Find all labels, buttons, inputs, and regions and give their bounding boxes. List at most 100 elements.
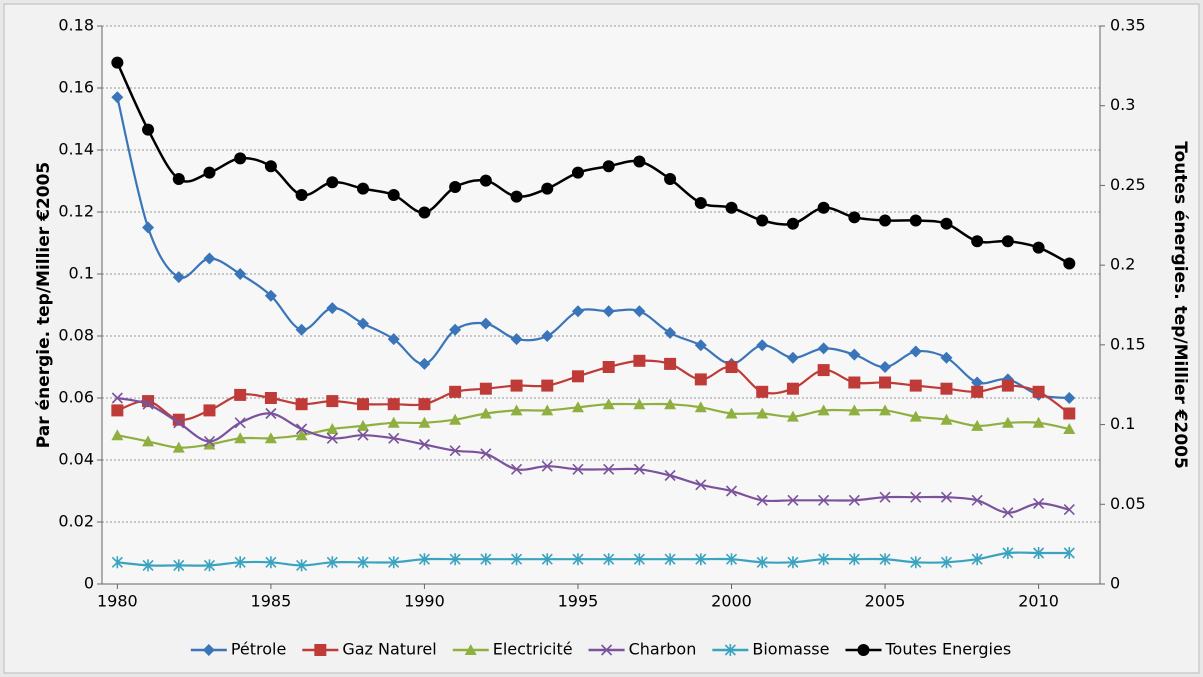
marker — [756, 339, 769, 352]
marker — [571, 370, 584, 383]
marker — [603, 553, 615, 566]
marker — [940, 382, 953, 395]
marker — [418, 438, 430, 451]
marker — [203, 252, 216, 265]
marker — [357, 429, 369, 441]
y-tick-label: 0.16 — [58, 78, 94, 97]
y2-tick-label: 0.05 — [1110, 494, 1146, 513]
marker — [909, 345, 922, 358]
marker — [910, 491, 922, 503]
marker — [357, 398, 370, 411]
marker — [388, 432, 400, 444]
marker — [786, 351, 799, 364]
marker — [203, 435, 216, 447]
marker — [664, 357, 677, 370]
marker — [142, 435, 155, 447]
marker — [449, 181, 462, 194]
marker — [314, 644, 327, 656]
marker — [786, 217, 799, 230]
marker — [541, 379, 554, 392]
y-axis-label: Par énergie. tep/Millier €2005 — [34, 162, 54, 448]
marker — [756, 494, 768, 506]
marker — [142, 559, 154, 572]
marker — [879, 376, 892, 389]
marker — [480, 448, 492, 460]
marker — [326, 395, 339, 408]
marker — [633, 463, 645, 475]
marker — [818, 553, 830, 566]
legend-item: Pétrole — [190, 640, 287, 659]
marker — [695, 479, 707, 491]
legend-item: Toutes Energies — [845, 640, 1011, 659]
marker — [602, 305, 615, 318]
marker — [971, 494, 983, 506]
marker — [480, 553, 492, 566]
x-tick-label: 1990 — [404, 592, 445, 611]
marker — [725, 485, 738, 497]
marker — [265, 407, 277, 420]
marker — [571, 401, 584, 413]
marker — [1063, 407, 1076, 420]
marker — [234, 268, 247, 280]
marker — [694, 196, 707, 209]
marker — [909, 214, 922, 227]
marker — [264, 160, 277, 173]
y-tick-label: 0.08 — [58, 326, 94, 345]
marker — [479, 174, 492, 187]
marker — [848, 211, 861, 224]
marker — [234, 432, 247, 444]
marker — [817, 342, 830, 355]
marker — [695, 553, 707, 566]
marker — [203, 438, 216, 450]
marker — [1002, 547, 1014, 559]
marker — [111, 392, 123, 404]
marker — [879, 491, 891, 503]
marker — [571, 166, 584, 179]
marker — [234, 556, 246, 569]
marker — [510, 404, 523, 416]
marker — [510, 379, 523, 392]
legend-label: Pétrole — [231, 640, 287, 659]
marker — [725, 361, 738, 373]
marker — [326, 423, 339, 434]
marker — [725, 553, 738, 566]
marker — [909, 379, 922, 392]
marker — [202, 644, 215, 656]
marker — [173, 559, 185, 572]
legend-label: Gaz Naturel — [342, 640, 436, 659]
marker — [111, 404, 124, 417]
y2-tick-label: 0.15 — [1110, 334, 1146, 353]
marker — [418, 206, 431, 219]
marker — [326, 176, 339, 189]
marker — [879, 214, 892, 227]
marker — [786, 410, 799, 422]
marker — [541, 404, 554, 416]
marker — [387, 398, 400, 411]
marker — [909, 410, 922, 422]
marker — [264, 392, 277, 404]
marker — [1063, 547, 1075, 559]
marker — [1001, 416, 1014, 428]
marker — [111, 91, 124, 104]
marker — [940, 217, 953, 230]
marker — [203, 404, 216, 417]
marker — [633, 305, 646, 318]
marker — [817, 201, 830, 214]
marker — [295, 188, 308, 201]
marker — [541, 182, 554, 195]
legend-label: Toutes Energies — [884, 640, 1011, 659]
marker — [664, 173, 677, 186]
marker — [172, 441, 185, 453]
marker — [940, 491, 953, 503]
y-tick-label: 0.02 — [58, 512, 94, 531]
y-tick-label: 0.12 — [58, 202, 94, 221]
y-tick-label: 0.18 — [58, 16, 94, 35]
y2-tick-label: 0 — [1110, 574, 1120, 593]
marker — [725, 407, 738, 419]
marker — [879, 553, 891, 566]
marker — [464, 644, 477, 655]
marker — [848, 553, 860, 566]
marker — [203, 166, 216, 179]
plot-area — [102, 26, 1100, 584]
marker — [387, 333, 400, 346]
